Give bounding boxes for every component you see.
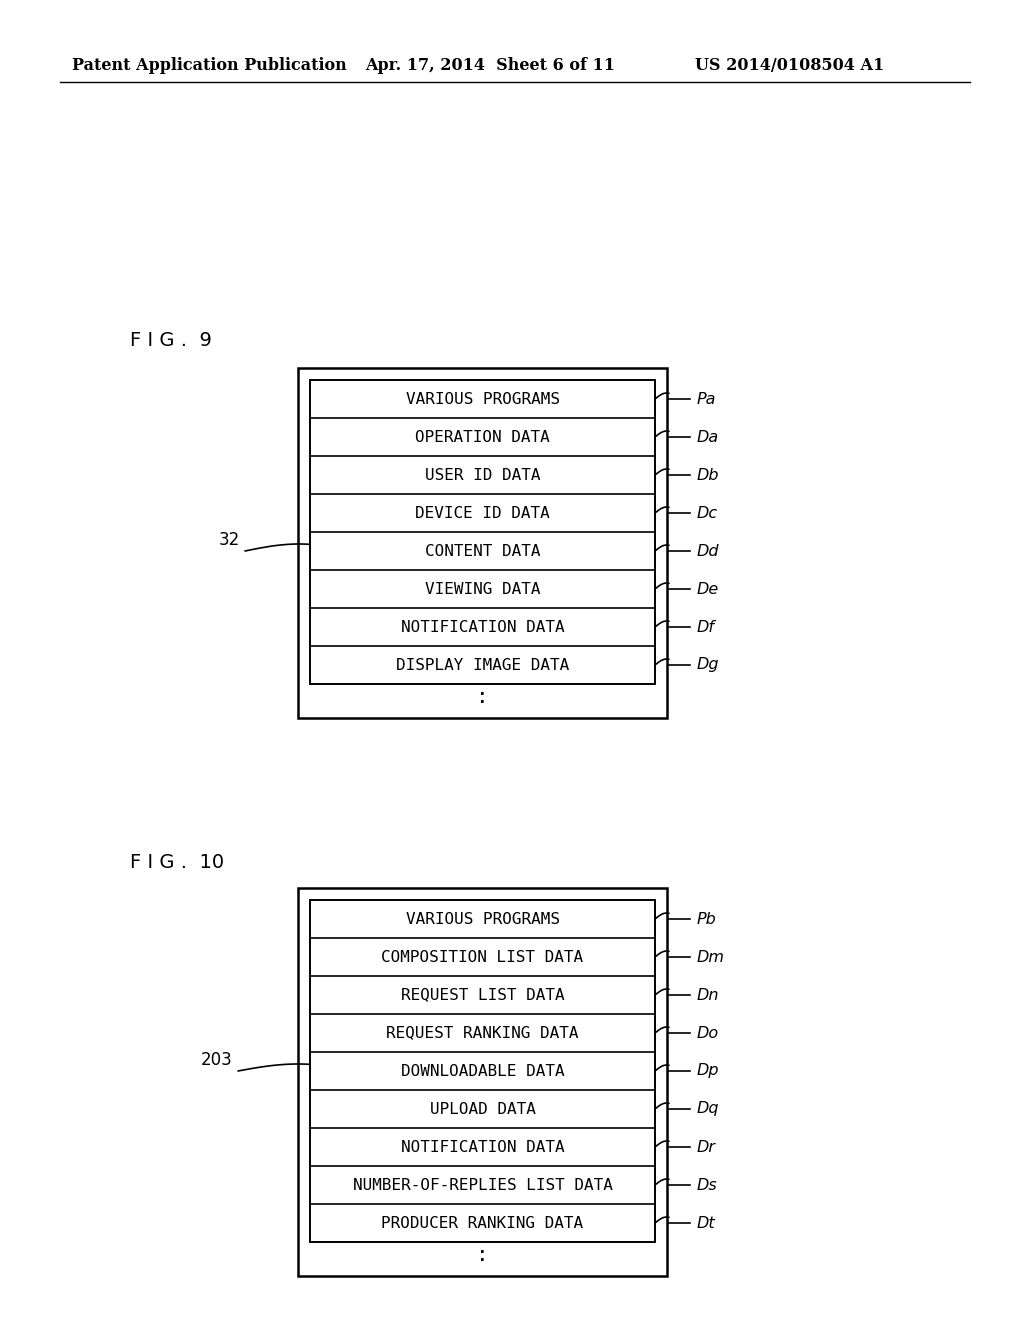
Text: NOTIFICATION DATA: NOTIFICATION DATA [400,1139,564,1155]
Text: Dp: Dp [697,1064,720,1078]
Text: Db: Db [697,467,720,483]
Text: Dg: Dg [697,657,720,672]
Text: REQUEST RANKING DATA: REQUEST RANKING DATA [386,1026,579,1040]
Text: Apr. 17, 2014  Sheet 6 of 11: Apr. 17, 2014 Sheet 6 of 11 [365,57,615,74]
Text: UPLOAD DATA: UPLOAD DATA [429,1101,536,1117]
Text: :: : [476,686,488,708]
Text: Dc: Dc [697,506,718,520]
Text: DOWNLOADABLE DATA: DOWNLOADABLE DATA [400,1064,564,1078]
Text: VIEWING DATA: VIEWING DATA [425,582,541,597]
Bar [310,900,655,1242]
Text: OPERATION DATA: OPERATION DATA [415,429,550,445]
Text: Da: Da [697,429,719,445]
Text: Pa: Pa [697,392,717,407]
Text: PRODUCER RANKING DATA: PRODUCER RANKING DATA [381,1216,584,1230]
Text: REQUEST LIST DATA: REQUEST LIST DATA [400,987,564,1002]
Text: DISPLAY IMAGE DATA: DISPLAY IMAGE DATA [396,657,569,672]
Text: Patent Application Publication: Patent Application Publication [72,57,347,74]
Text: 32: 32 [219,531,240,549]
Text: Ds: Ds [697,1177,718,1192]
Text: VARIOUS PROGRAMS: VARIOUS PROGRAMS [406,392,559,407]
Text: Dm: Dm [697,949,725,965]
Text: USER ID DATA: USER ID DATA [425,467,541,483]
Text: Dd: Dd [697,544,720,558]
Text: Pb: Pb [697,912,717,927]
Text: :: : [476,1245,488,1265]
Text: Do: Do [697,1026,719,1040]
Text: De: De [697,582,719,597]
Text: NOTIFICATION DATA: NOTIFICATION DATA [400,619,564,635]
Text: Dn: Dn [697,987,720,1002]
Text: F I G .  9: F I G . 9 [130,330,212,350]
Text: Dr: Dr [697,1139,716,1155]
Text: Dq: Dq [697,1101,720,1117]
Text: DEVICE ID DATA: DEVICE ID DATA [415,506,550,520]
Text: F I G .  10: F I G . 10 [130,853,224,871]
Text: COMPOSITION LIST DATA: COMPOSITION LIST DATA [381,949,584,965]
Bar [298,888,667,1276]
Text: NUMBER-OF-REPLIES LIST DATA: NUMBER-OF-REPLIES LIST DATA [352,1177,612,1192]
Text: Df: Df [697,619,715,635]
Bar [298,368,667,718]
Text: VARIOUS PROGRAMS: VARIOUS PROGRAMS [406,912,559,927]
Text: 203: 203 [202,1051,233,1069]
Text: US 2014/0108504 A1: US 2014/0108504 A1 [695,57,885,74]
Text: Dt: Dt [697,1216,716,1230]
Text: CONTENT DATA: CONTENT DATA [425,544,541,558]
Bar [310,380,655,684]
